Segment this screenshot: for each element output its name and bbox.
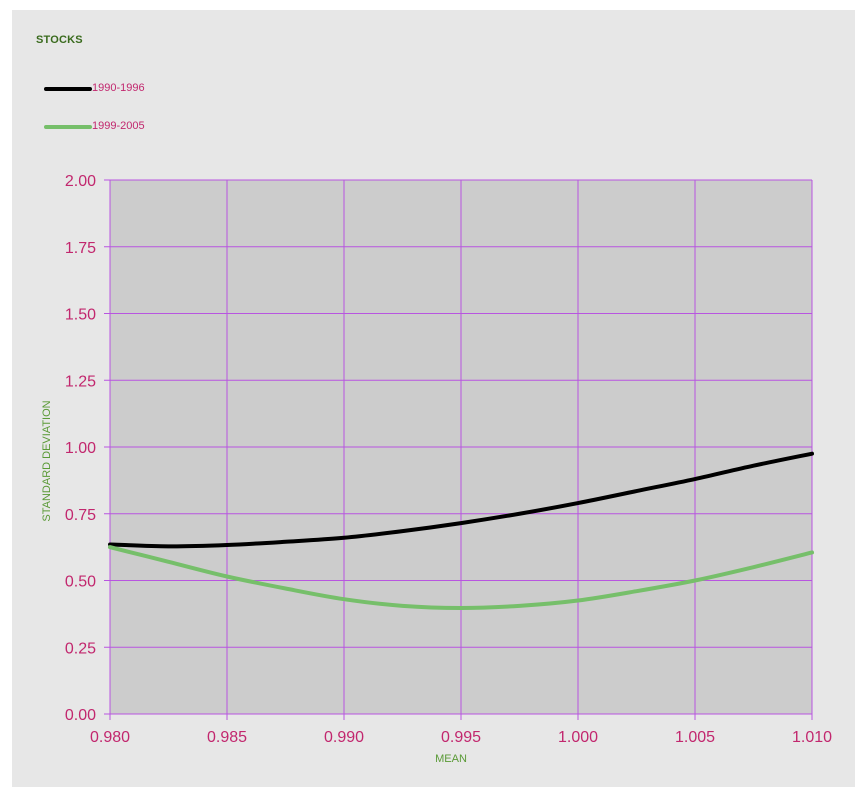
y-tick-label: 2.00 xyxy=(65,173,96,190)
legend-label-1999-2005: 1999-2005 xyxy=(92,120,145,132)
x-tick-label: 0.985 xyxy=(207,729,247,746)
y-tick-label: 1.25 xyxy=(65,373,96,390)
legend-swatch-1990-1996 xyxy=(44,87,92,91)
y-tick-label: 0.50 xyxy=(65,574,96,591)
x-tick-label: 0.990 xyxy=(324,729,364,746)
y-tick-label: 0.00 xyxy=(65,707,96,724)
x-tick-label: 1.000 xyxy=(558,729,598,746)
series-line-1990-1996 xyxy=(108,451,814,549)
legend-label-1990-1996: 1990-1996 xyxy=(92,82,145,94)
x-tick-label: 1.010 xyxy=(792,729,832,746)
legend-swatch-1999-2005 xyxy=(44,125,92,129)
x-tick-label: 0.980 xyxy=(90,729,130,746)
y-tick-label: 0.75 xyxy=(65,507,96,524)
y-axis-label: STANDARD DEVIATION xyxy=(41,400,53,521)
chart-title: STOCKS xyxy=(36,34,83,46)
x-tick-label: 0.995 xyxy=(441,729,481,746)
y-tick-label: 1.75 xyxy=(65,240,96,257)
y-tick-label: 1.00 xyxy=(65,440,96,457)
y-tick-label: 1.50 xyxy=(65,307,96,324)
series-line-1999-2005 xyxy=(108,545,814,611)
x-tick-label: 1.005 xyxy=(675,729,715,746)
x-axis-label: MEAN xyxy=(435,753,467,765)
y-tick-label: 0.25 xyxy=(65,640,96,657)
